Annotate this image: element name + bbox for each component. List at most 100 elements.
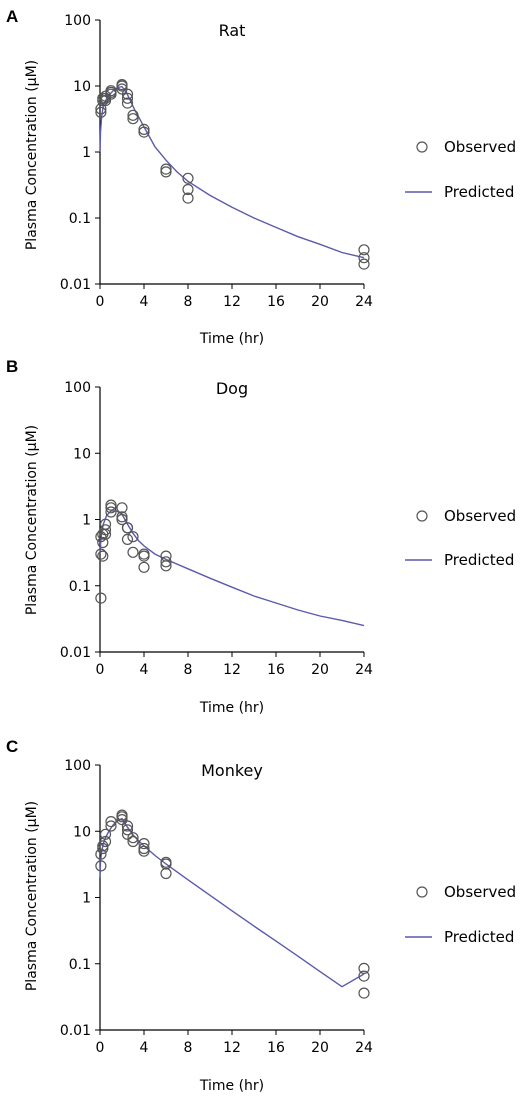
observed-point	[116, 513, 128, 526]
y-tick-label: 1	[82, 145, 91, 161]
observed-point	[182, 172, 194, 184]
legend: Observed Predicted	[405, 507, 516, 569]
y-tick-label: 10	[73, 824, 91, 840]
observed-point	[358, 962, 370, 975]
observed-point	[127, 835, 139, 848]
x-tick-label: 4	[140, 662, 149, 678]
observed-point	[121, 828, 134, 840]
observed-point	[358, 970, 370, 982]
observed-point	[95, 548, 107, 560]
y-axis-title: Plasma Concentration (µM)	[24, 801, 40, 991]
observed-point	[160, 556, 172, 568]
observed-point	[358, 258, 370, 270]
x-tick-label: 0	[96, 294, 105, 310]
x-tick-label: 8	[184, 294, 193, 310]
observed-point	[160, 163, 172, 175]
x-tick-label: 24	[355, 662, 373, 678]
panel-b-dog: B Dog 0.01 0.1 1 10 100 0 4 8 12 16 20 24 Time (hr)…	[6, 357, 516, 716]
y-tick-label: 100	[64, 380, 91, 396]
observed-point	[105, 502, 117, 514]
observed-point	[182, 192, 194, 204]
observed-point	[127, 109, 139, 121]
legend-predicted-label: Predicted	[444, 928, 514, 946]
observed-point	[116, 502, 128, 514]
observed-point	[105, 85, 117, 97]
x-tick-label: 12	[223, 1040, 241, 1056]
x-tick-label: 24	[355, 294, 373, 310]
observed-point	[116, 511, 128, 523]
observed-point	[138, 842, 150, 855]
chart-title: Monkey	[201, 761, 263, 780]
x-axis-title: Time (hr)	[199, 700, 264, 716]
observed-point	[138, 548, 150, 560]
observed-point	[116, 813, 128, 826]
observed-point	[127, 832, 139, 844]
x-tick-label: 12	[223, 662, 241, 678]
y-tick-label: 0.1	[69, 579, 91, 595]
observed-point	[99, 524, 112, 536]
x-axis-title: Time (hr)	[199, 331, 264, 347]
legend-observed-marker	[416, 141, 428, 153]
x-tick-label: 4	[140, 1040, 149, 1056]
x-tick-label: 8	[184, 1040, 193, 1056]
observed-point	[138, 123, 150, 135]
observed-point	[121, 88, 134, 100]
y-tick-label: 0.1	[69, 211, 91, 227]
observed-point	[95, 848, 107, 860]
observed-point	[160, 166, 172, 178]
predicted-line	[99, 817, 365, 988]
y-tick-label: 0.01	[60, 277, 91, 293]
observed-point	[182, 183, 194, 196]
x-tick-label: 0	[96, 1040, 105, 1056]
observed-point	[138, 837, 150, 850]
observed-point	[116, 809, 128, 821]
observed-point	[105, 499, 117, 511]
observed-point	[99, 528, 112, 540]
observed-point	[358, 987, 370, 999]
legend: Observed Predicted	[405, 883, 516, 946]
x-axis-title: Time (hr)	[199, 1078, 264, 1094]
legend-observed-label: Observed	[444, 883, 516, 901]
observed-point	[127, 113, 139, 125]
observed-point	[121, 820, 134, 832]
y-tick-label: 0.1	[69, 957, 91, 973]
observed-point	[138, 126, 150, 138]
y-axis-title: Plasma Concentration (µM)	[24, 425, 40, 615]
observed-point	[95, 103, 107, 115]
chart-title: Rat	[219, 21, 246, 40]
chart-title: Dog	[216, 379, 248, 398]
y-tick-label: 0.01	[60, 1023, 91, 1039]
observed-point	[105, 820, 117, 832]
x-tick-label: 20	[311, 294, 329, 310]
x-tick-label: 0	[96, 662, 105, 678]
observed-point	[97, 842, 109, 855]
observed-point	[127, 531, 139, 543]
observed-point	[358, 244, 370, 256]
y-tick-label: 100	[64, 758, 91, 774]
x-tick-label: 24	[355, 1040, 373, 1056]
observed-point	[121, 824, 134, 836]
observed-point	[160, 867, 172, 880]
legend-observed-label: Observed	[444, 138, 516, 156]
observed-point	[99, 835, 112, 848]
observed-point	[127, 546, 139, 558]
legend: Observed Predicted	[405, 138, 516, 201]
observed-point	[160, 856, 172, 868]
x-tick-label: 16	[267, 294, 285, 310]
observed-point	[121, 92, 134, 104]
plot-area: 0.01 0.1 1 10 100 0 4 8 12 16 20 24	[60, 13, 373, 310]
panel-a-rat: A Rat 0.01 0.1 1 10 100 0 4 8 12 16 20 24 Time (hr)…	[6, 7, 516, 347]
observed-point	[138, 845, 150, 857]
plot-area: 0.01 0.1 1 10 100 0 4 8 12 16 20 24	[60, 758, 373, 1056]
observed-point	[97, 536, 109, 549]
x-tick-label: 20	[311, 662, 329, 678]
legend-predicted-label: Predicted	[444, 183, 514, 201]
x-tick-label: 4	[140, 294, 149, 310]
observed-point	[95, 860, 107, 872]
observed-point	[105, 506, 117, 518]
panel-c-monkey: C Monkey 0.01 0.1 1 10 100 0 4 8 12 16 20 24 Time (…	[6, 737, 516, 1094]
observed-point	[105, 815, 117, 828]
plot-area: 0.01 0.1 1 10 100 0 4 8 12 16 20 24	[60, 380, 373, 678]
observed-point	[95, 106, 107, 118]
